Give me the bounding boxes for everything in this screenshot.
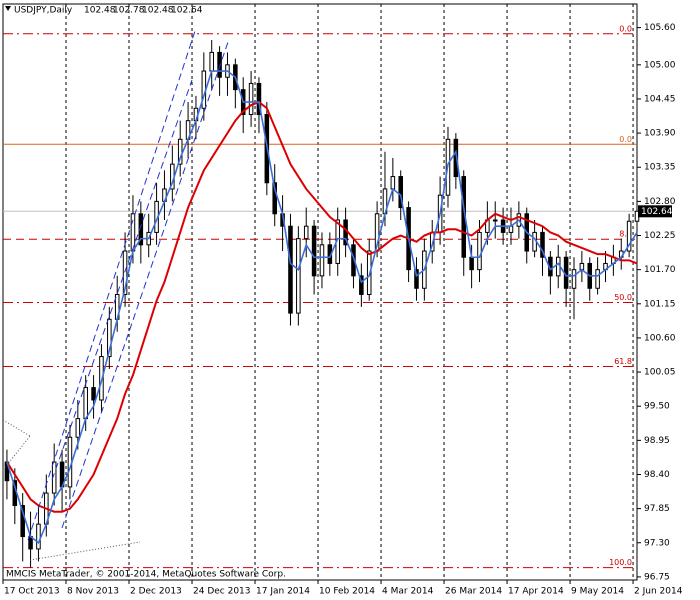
y-tick-label: 102.25 xyxy=(644,231,676,241)
candle-body xyxy=(595,269,600,289)
y-tick-label: 104.45 xyxy=(644,94,676,104)
candle-body xyxy=(217,51,222,78)
copyright: MMCIS MetaTrader, © 2001-2014, MetaQuote… xyxy=(6,570,286,580)
channel-line xyxy=(51,79,193,481)
y-tick-label: 98.40 xyxy=(644,470,670,480)
y-tick-label: 101.70 xyxy=(644,265,676,275)
x-tick-label: 26 Mar 2014 xyxy=(445,587,502,597)
y-tick-label: 100.05 xyxy=(644,368,676,378)
candle-body xyxy=(209,51,214,72)
x-tick-label: 17 Oct 2013 xyxy=(4,587,60,597)
candle-body xyxy=(36,523,41,550)
plot-layer: 0.0 0.0 8.2 50.0 61.8 100.0 xyxy=(3,4,640,580)
y-tick-label: 102.80 xyxy=(644,197,676,207)
candle-body xyxy=(390,176,396,190)
candle-body xyxy=(75,418,81,438)
candle-body xyxy=(477,231,482,271)
fib-label: 100.0 xyxy=(609,558,632,567)
plot-frame xyxy=(2,3,638,581)
fib-label: 50.0 xyxy=(614,293,632,302)
x-tick-label: 4 Mar 2014 xyxy=(382,587,434,597)
moving-average xyxy=(6,70,638,545)
y-tick-label: 99.50 xyxy=(644,402,670,412)
candle-body xyxy=(288,225,293,314)
menu-arrow[interactable] xyxy=(5,6,11,11)
x-tick-label: 8 Nov 2013 xyxy=(67,587,119,597)
y-tick-label: 101.15 xyxy=(644,299,676,309)
candle-body xyxy=(414,269,419,289)
trend-channel xyxy=(27,27,229,541)
candle-body xyxy=(311,225,317,277)
header-close: 102.64 xyxy=(171,6,203,16)
candle-body xyxy=(359,275,364,295)
dotted-line xyxy=(2,419,31,437)
fib-label: 0.0 xyxy=(619,24,632,33)
fib-label: 0.0 xyxy=(619,135,632,144)
candle-body xyxy=(626,220,632,252)
candle-body xyxy=(508,225,514,233)
dotted-line xyxy=(29,541,141,561)
candle-body xyxy=(453,138,459,178)
price-label-box xyxy=(638,205,672,218)
candle-body xyxy=(20,505,25,538)
candle-body xyxy=(319,244,325,277)
y-tick-label: 105.00 xyxy=(644,60,676,70)
candle-body xyxy=(492,219,498,222)
channel-line xyxy=(61,41,229,529)
candle-body xyxy=(83,387,88,420)
symbol-title: USDJPY,Daily xyxy=(14,6,73,16)
pitch-lines xyxy=(2,419,141,561)
y-tick-label: 96.75 xyxy=(644,572,670,582)
x-tick-label: 24 Dec 2013 xyxy=(193,587,251,597)
candle-body xyxy=(122,250,128,295)
x-tick-label: 9 May 2014 xyxy=(571,587,624,597)
dotted-line xyxy=(2,435,31,471)
y-tick-label: 103.90 xyxy=(644,129,676,139)
moving-average xyxy=(6,100,638,513)
x-tick-label: 17 Jan 2014 xyxy=(256,587,310,597)
x-tick-label: 10 Feb 2014 xyxy=(319,587,375,597)
y-tick-label: 98.95 xyxy=(644,436,670,446)
candle-body xyxy=(256,82,262,115)
candle-body xyxy=(91,387,96,401)
header-open: 102.48 xyxy=(84,6,116,16)
candle-body xyxy=(540,231,545,258)
header-low: 102.48 xyxy=(142,6,174,16)
y-tick-label: 103.35 xyxy=(644,163,676,173)
candle-body xyxy=(303,225,309,240)
channel-line xyxy=(27,27,197,541)
candle-body xyxy=(296,238,301,314)
price-label: 102.64 xyxy=(641,207,673,217)
y-tick-label: 97.30 xyxy=(644,538,670,548)
x-tick-label: 2 Dec 2013 xyxy=(130,587,182,597)
candle-body xyxy=(138,213,144,246)
header-high: 102.78 xyxy=(113,6,145,16)
y-tick-label: 97.85 xyxy=(644,504,670,514)
candle-body xyxy=(248,82,254,115)
candle-body xyxy=(398,176,403,209)
y-tick-label: 105.60 xyxy=(644,23,676,33)
candle-body xyxy=(272,182,277,215)
x-tick-label: 17 Apr 2014 xyxy=(508,587,564,597)
fib-label: 61.8 xyxy=(614,357,632,366)
y-tick-label: 100.60 xyxy=(644,333,676,343)
candle-body xyxy=(571,269,577,289)
candle-body xyxy=(107,318,112,358)
fib-label: 8.2 xyxy=(619,230,632,239)
x-tick-label: 2 Jun 2014 xyxy=(634,587,683,597)
candle-body xyxy=(469,256,474,271)
